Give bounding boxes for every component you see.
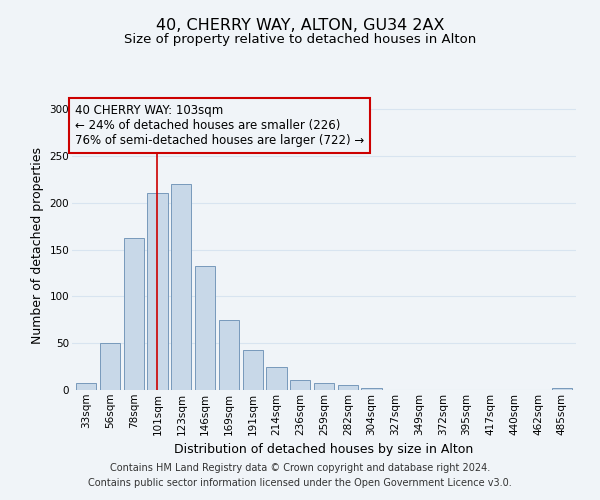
Text: 40, CHERRY WAY, ALTON, GU34 2AX: 40, CHERRY WAY, ALTON, GU34 2AX: [156, 18, 444, 32]
Bar: [100, 343, 120, 390]
Bar: [124, 238, 144, 390]
Bar: [338, 386, 358, 390]
Text: Size of property relative to detached houses in Alton: Size of property relative to detached ho…: [124, 32, 476, 46]
Bar: [76, 384, 97, 390]
Bar: [195, 266, 215, 390]
Bar: [266, 366, 287, 390]
Bar: [551, 388, 572, 390]
Bar: [242, 350, 263, 390]
Bar: [171, 184, 191, 390]
Text: Contains HM Land Registry data © Crown copyright and database right 2024.
Contai: Contains HM Land Registry data © Crown c…: [88, 462, 512, 487]
Y-axis label: Number of detached properties: Number of detached properties: [31, 146, 44, 344]
X-axis label: Distribution of detached houses by size in Alton: Distribution of detached houses by size …: [175, 443, 473, 456]
Text: 40 CHERRY WAY: 103sqm
← 24% of detached houses are smaller (226)
76% of semi-det: 40 CHERRY WAY: 103sqm ← 24% of detached …: [74, 104, 364, 148]
Bar: [219, 320, 239, 390]
Bar: [361, 388, 382, 390]
Bar: [290, 380, 310, 390]
Bar: [314, 382, 334, 390]
Bar: [148, 192, 167, 390]
